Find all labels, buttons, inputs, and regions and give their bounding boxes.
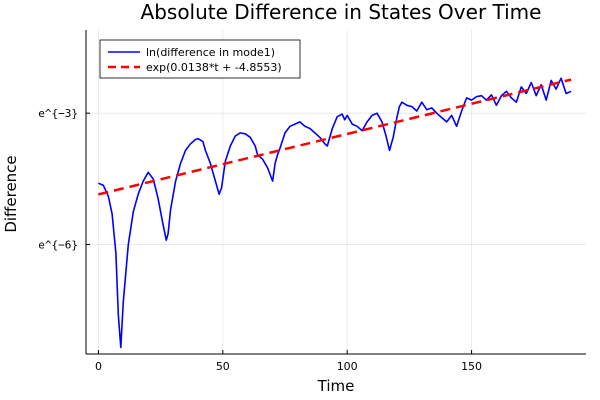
- legend-entry-label: ln(difference in mode1): [146, 46, 275, 59]
- legend: ln(difference in mode1) exp(0.0138*t + -4…: [99, 39, 301, 79]
- x-tick-label: 150: [461, 360, 482, 373]
- x-axis-label: Time: [317, 377, 355, 395]
- legend-box: [99, 39, 301, 79]
- y-tick-label: e^{−6}: [38, 239, 78, 252]
- legend-entry-label: exp(0.0138*t + -4.8553): [146, 61, 282, 74]
- x-tick-label: 0: [95, 360, 102, 373]
- x-tick-label: 100: [337, 360, 358, 373]
- y-tick-label: e^{−3}: [38, 107, 78, 120]
- y-axis-label: Difference: [2, 155, 20, 232]
- grid-lines: [86, 30, 586, 354]
- series-line-ln-difference: [98, 77, 572, 349]
- series-line-exp-fit: [98, 78, 572, 196]
- series-group: [98, 77, 572, 349]
- tick-marks: 0 50 100 150 e^{−6} e^{−3}: [38, 107, 482, 373]
- axes: [85, 30, 586, 355]
- x-tick-label: 50: [216, 360, 230, 373]
- chart-title: Absolute Difference in States Over Time: [141, 0, 542, 24]
